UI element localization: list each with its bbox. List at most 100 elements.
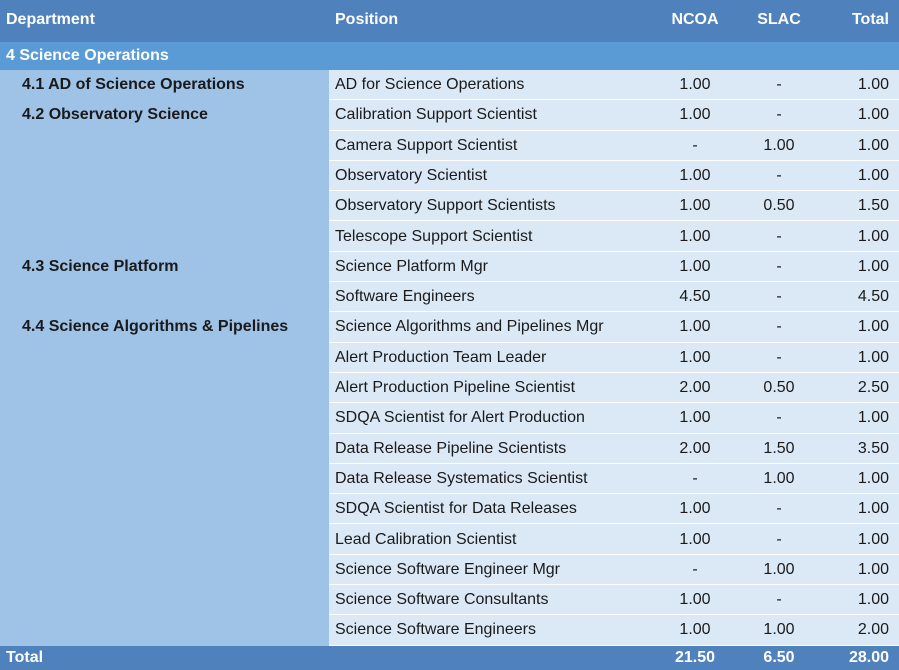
ncoa-cell: 4.50	[679, 288, 711, 306]
ncoa-cell: 1.00	[679, 348, 711, 366]
position-cell: AD for Science Operations	[335, 76, 525, 93]
ncoa-cell: 1.00	[679, 409, 711, 427]
total-cell: 1.00	[857, 106, 889, 124]
position-cell: SDQA Scientist for Data Releases	[335, 500, 577, 518]
position-area	[329, 70, 899, 646]
total-cell: 1.00	[857, 591, 889, 609]
total-cell: 1.00	[857, 500, 889, 518]
position-cell: Observatory Support Scientists	[335, 197, 556, 215]
position-cell: Alert Production Team Leader	[335, 348, 547, 366]
total-cell: 2.50	[857, 379, 889, 396]
ncoa-cell: 1.00	[679, 318, 711, 336]
table-row: Lead Calibration Scientist 1.00 - 1.00	[329, 525, 899, 555]
table-row: Observatory Scientist 1.00 - 1.00	[329, 161, 899, 192]
table-row: Science Software Engineers 1.00 1.00 2.00	[329, 615, 899, 646]
position-cell: Data Release Pipeline Scientists	[335, 439, 567, 457]
department-label: 4.4 Science Algorithms & Pipelines	[22, 318, 289, 336]
slac-cell: 1.00	[763, 621, 795, 639]
slac-cell: -	[776, 166, 782, 184]
department-label: 4.2 Observatory Science	[22, 106, 208, 124]
table-row: SDQA Scientist for Data Releases 1.00 - 1.0…	[329, 494, 899, 525]
header-slac: SLAC	[757, 11, 801, 28]
header-ncoa: NCOA	[671, 11, 719, 28]
table-row: AD for Science Operations 1.00 - 1.00	[329, 70, 899, 101]
slac-cell: -	[776, 288, 782, 306]
slac-cell: -	[776, 76, 782, 93]
slac-cell: 1.50	[763, 439, 795, 457]
ncoa-cell: 2.00	[679, 379, 711, 396]
total-cell: 1.00	[857, 76, 889, 93]
table-row: Observatory Support Scientists 1.00 0.50 1.…	[329, 191, 899, 222]
slac-cell: -	[776, 591, 782, 609]
position-cell: Science Software Engineer Mgr	[335, 560, 560, 578]
total-slac: 6.50	[763, 649, 795, 666]
ncoa-cell: 1.00	[679, 227, 711, 245]
department-label: 4.3 Science Platform	[22, 257, 179, 275]
ncoa-cell: 1.00	[679, 76, 711, 93]
header-department: Department	[6, 11, 95, 28]
ncoa-cell: 1.00	[679, 500, 711, 518]
total-cell: 1.00	[857, 227, 889, 245]
ncoa-cell: -	[692, 560, 698, 578]
table-row: Telescope Support Scientist 1.00 - 1.00	[329, 222, 899, 252]
table-row: Software Engineers 4.50 - 4.50	[329, 282, 899, 313]
position-cell: Lead Calibration Scientist	[335, 530, 517, 548]
position-cell: Telescope Support Scientist	[335, 227, 533, 245]
total-cell: 1.00	[857, 166, 889, 184]
ncoa-cell: -	[692, 469, 698, 487]
total-cell: 1.00	[857, 409, 889, 427]
table-row: Data Release Systematics Scientist - 1.00 1…	[329, 464, 899, 495]
header-position: Position	[335, 11, 399, 28]
table-row: Data Release Pipeline Scientists 2.00 1.50…	[329, 434, 899, 464]
slac-cell: 0.50	[763, 197, 795, 215]
table-row: Alert Production Pipeline Scientist 2.00 0…	[329, 373, 899, 404]
total-label: Total	[6, 649, 44, 666]
position-cell: Data Release Systematics Scientist	[335, 469, 588, 487]
ncoa-cell: 1.00	[679, 106, 711, 124]
total-cell: 1.00	[857, 530, 889, 548]
position-cell: Observatory Scientist	[335, 166, 488, 184]
table-header: Department Position NCOA SLAC Total	[0, 0, 899, 42]
total-total: 28.00	[848, 649, 889, 666]
slac-cell: -	[776, 409, 782, 427]
slac-cell: -	[776, 257, 782, 275]
ncoa-cell: 1.00	[679, 530, 711, 548]
position-cell: Software Engineers	[335, 288, 475, 306]
position-cell: Science Software Engineers	[335, 621, 536, 639]
slac-cell: -	[776, 227, 782, 245]
slac-cell: 1.00	[763, 136, 795, 154]
department-column: 4.1 AD of Science Operations 4.2 Observat…	[0, 70, 329, 646]
slac-cell: -	[776, 348, 782, 366]
total-ncoa: 21.50	[674, 649, 716, 666]
ncoa-cell: 2.00	[679, 439, 711, 457]
table-row: Science Platform Mgr 1.00 - 1.00	[329, 252, 899, 283]
position-cell: Calibration Support Scientist	[335, 106, 537, 124]
table-row: Science Software Engineer Mgr - 1.00 1.00	[329, 555, 899, 586]
total-cell: 1.00	[857, 257, 889, 275]
slac-cell: -	[776, 106, 782, 124]
slac-cell: 1.00	[763, 560, 795, 578]
section-label: 4 Science Operations	[6, 47, 169, 64]
slac-cell: 0.50	[763, 379, 795, 396]
table-row: Camera Support Scientist - 1.00 1.00	[329, 131, 899, 161]
total-cell: 1.00	[857, 136, 889, 154]
position-cell: Science Algorithms and Pipelines Mgr	[335, 318, 604, 336]
total-cell: 1.00	[857, 469, 889, 487]
ncoa-cell: 1.00	[679, 257, 711, 275]
table-row: SDQA Scientist for Alert Production 1.00 -…	[329, 403, 899, 434]
position-cell: Science Platform Mgr	[335, 257, 488, 275]
header-total: Total	[851, 11, 889, 28]
table-row: Science Software Consultants 1.00 - 1.00	[329, 585, 899, 616]
total-cell: 1.00	[857, 318, 889, 336]
ncoa-cell: 1.00	[679, 591, 711, 609]
total-cell: 1.00	[857, 348, 889, 366]
total-row: Total 21.50 6.50 28.00	[0, 646, 899, 670]
section-row: 4 Science Operations	[0, 42, 899, 70]
ncoa-cell: -	[692, 136, 698, 154]
position-cell: Science Software Consultants	[335, 591, 549, 609]
ncoa-cell: 1.00	[679, 197, 711, 215]
table-row: Science Algorithms and Pipelines Mgr 1.00…	[329, 312, 899, 343]
ncoa-cell: 1.00	[679, 621, 711, 639]
table-row: Alert Production Team Leader 1.00 - 1.00	[329, 343, 899, 373]
slac-cell: -	[776, 500, 782, 518]
